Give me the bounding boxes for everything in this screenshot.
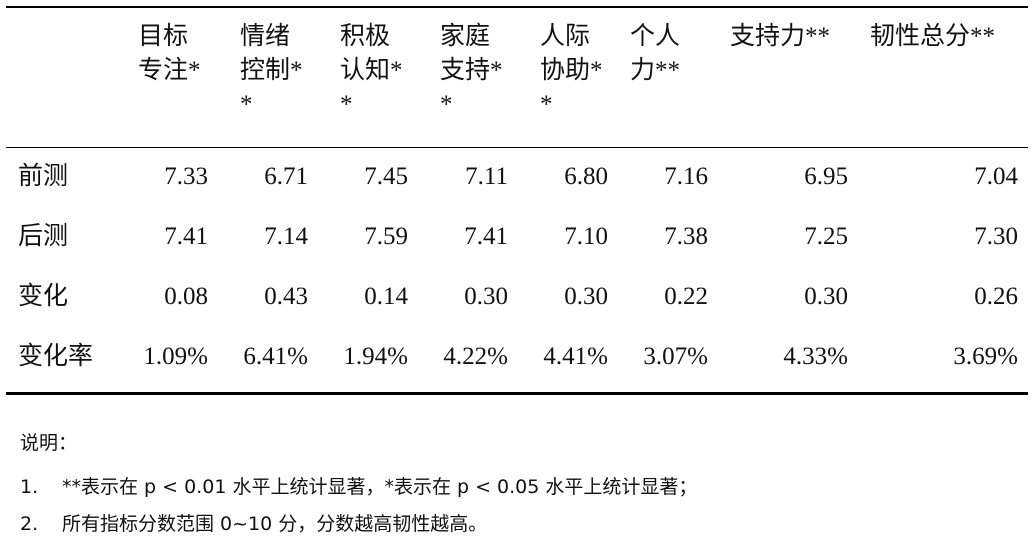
cell: 4.22% [443, 343, 508, 370]
cell: 7.30 [974, 223, 1018, 250]
cell: 7.04 [974, 163, 1018, 190]
column-header: 支持力** [730, 23, 831, 50]
cell: 0.14 [364, 283, 408, 310]
column-header: 积极认知** [340, 23, 403, 118]
cell: 4.41% [543, 343, 608, 370]
cell: 7.41 [164, 223, 208, 250]
header-rule [6, 147, 1028, 148]
row-label: 前测 [18, 163, 69, 190]
cell: 7.45 [364, 163, 408, 190]
cell: 7.25 [804, 223, 848, 250]
cell: 3.07% [643, 343, 708, 370]
row-label: 变化率 [18, 343, 94, 370]
column-header: 目标专注* [138, 23, 201, 84]
notes-title: 说明： [20, 432, 78, 454]
cell: 1.09% [143, 343, 208, 370]
note-number: 2. [20, 513, 39, 535]
cell: 7.33 [164, 163, 208, 190]
cell: 0.30 [464, 283, 508, 310]
note-text: **表示在 p < 0.01 水平上统计显著，*表示在 p < 0.05 水平上… [62, 476, 698, 498]
cell: 0.22 [664, 283, 708, 310]
cell: 7.16 [664, 163, 708, 190]
cell: 6.71 [264, 163, 308, 190]
cell: 6.80 [564, 163, 608, 190]
column-header: 韧性总分** [870, 23, 996, 50]
cell: 0.26 [974, 283, 1018, 310]
cell: 7.38 [664, 223, 708, 250]
note-number: 1. [20, 476, 39, 498]
column-header: 人际协助** [540, 23, 603, 118]
column-header: 家庭支持** [440, 23, 503, 118]
note-item: 1. **表示在 p < 0.01 水平上统计显著，*表示在 p < 0.05 水… [20, 472, 697, 499]
note-item: 2. 所有指标分数范围 0~10 分，分数越高韧性越高。 [20, 509, 487, 536]
bottom-rule [6, 392, 1028, 395]
row-label: 后测 [18, 223, 69, 250]
cell: 7.14 [264, 223, 308, 250]
cell: 3.69% [953, 343, 1018, 370]
row-label: 变化 [18, 283, 69, 310]
cell: 6.95 [804, 163, 848, 190]
cell: 7.41 [464, 223, 508, 250]
column-header: 个人力** [630, 23, 681, 84]
cell: 6.41% [243, 343, 308, 370]
cell: 0.43 [264, 283, 308, 310]
cell: 4.33% [783, 343, 848, 370]
top-rule [6, 6, 1028, 8]
cell: 0.08 [164, 283, 208, 310]
cell: 0.30 [564, 283, 608, 310]
cell: 7.59 [364, 223, 408, 250]
cell: 7.10 [564, 223, 608, 250]
cell: 1.94% [343, 343, 408, 370]
cell: 0.30 [804, 283, 848, 310]
note-text: 所有指标分数范围 0~10 分，分数越高韧性越高。 [62, 513, 488, 535]
column-header: 情绪控制** [240, 23, 303, 118]
cell: 7.11 [465, 163, 508, 190]
